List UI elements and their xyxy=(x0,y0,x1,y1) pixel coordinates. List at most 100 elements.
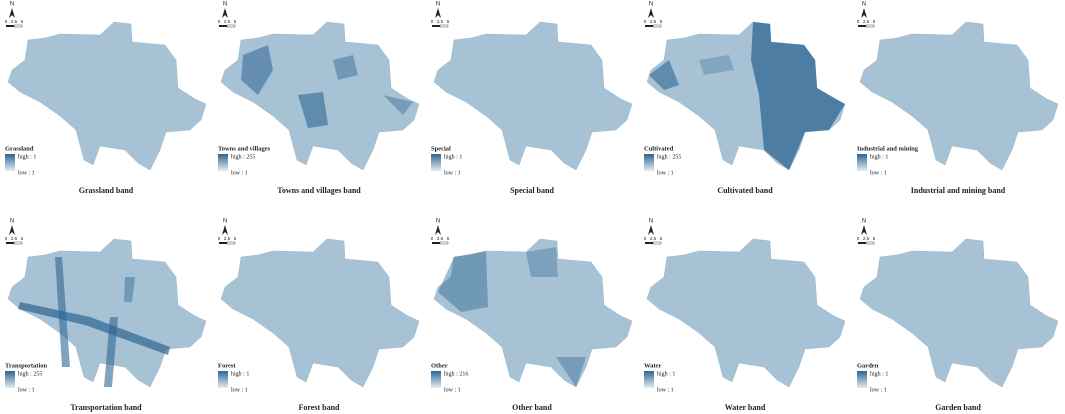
legend-ramp xyxy=(857,371,867,388)
legend-title: Forest xyxy=(218,362,236,369)
map-panel: N 0 2.5 5 Transportation high : 255 low : 1 Tra… xyxy=(5,219,207,412)
north-label: N xyxy=(862,219,866,225)
legend-low: low : 1 xyxy=(444,387,461,393)
caption: Cultivated band xyxy=(717,186,773,195)
legend-ramp xyxy=(644,154,654,171)
caption: Towns and villages band xyxy=(277,186,361,195)
legend-ramp xyxy=(644,371,654,388)
scale-bar xyxy=(6,25,14,27)
legend-high: high : 1 xyxy=(231,371,249,377)
scale-label: 5 xyxy=(873,19,876,24)
scale-bar xyxy=(652,24,662,28)
legend-title: Other xyxy=(431,362,448,369)
caption: Transportation band xyxy=(70,403,142,412)
scale-label: 5 xyxy=(660,236,663,241)
north-arrow xyxy=(9,8,15,18)
map-overlay xyxy=(699,55,734,75)
caption: Special band xyxy=(510,186,554,195)
scale-bar xyxy=(652,241,662,245)
legend-low: low : 1 xyxy=(444,170,461,176)
map-panel: N 0 2.5 5 Other high : 216 low : 1 Other band xyxy=(431,219,633,412)
legend-high: high : 1 xyxy=(444,154,462,160)
map-panel: N 0 2.5 5 Garden high : 1 low : 1 Garden band xyxy=(857,219,1059,412)
scale-label: 5 xyxy=(873,236,876,241)
map-area xyxy=(220,238,420,388)
scale-label: 2.5 xyxy=(863,19,870,24)
legend-high: high : 1 xyxy=(657,371,675,377)
legend-low: low : 1 xyxy=(870,170,887,176)
legend-ramp xyxy=(857,154,867,171)
scale-label: 0 xyxy=(431,236,434,241)
scale-bar xyxy=(645,242,653,244)
legend-low: low : 1 xyxy=(657,170,674,176)
north-label: N xyxy=(10,2,14,8)
scale-label: 0 xyxy=(857,19,860,24)
legend-ramp xyxy=(431,154,441,171)
legend-title: Towns and villages xyxy=(218,145,271,152)
caption: Water band xyxy=(725,403,766,412)
map-overlay xyxy=(751,22,845,170)
north-label: N xyxy=(10,219,14,225)
north-arrow xyxy=(648,225,654,235)
caption: Industrial and mining band xyxy=(911,186,1006,195)
legend-title: Water xyxy=(644,362,661,369)
legend-high: high : 255 xyxy=(657,154,681,160)
scale-bar xyxy=(858,242,866,244)
north-arrow xyxy=(861,225,867,235)
scale-label: 2.5 xyxy=(224,19,231,24)
caption: Other band xyxy=(512,403,552,412)
scale-label: 0 xyxy=(218,236,221,241)
scale-label: 0 xyxy=(644,19,647,24)
scale-label: 2.5 xyxy=(437,19,444,24)
legend-ramp xyxy=(431,371,441,388)
legend-ramp xyxy=(218,371,228,388)
map-overlay xyxy=(333,55,358,80)
legend-ramp xyxy=(218,154,228,171)
scale-label: 0 xyxy=(218,19,221,24)
scale-label: 0 xyxy=(857,236,860,241)
scale-label: 0 xyxy=(5,236,8,241)
scale-bar xyxy=(858,25,866,27)
scale-label: 2.5 xyxy=(437,236,444,241)
legend-ramp xyxy=(5,371,15,388)
map-area xyxy=(433,21,633,171)
map-overlay xyxy=(124,277,135,302)
scale-bar xyxy=(432,242,440,244)
legend-low: low : 1 xyxy=(657,387,674,393)
map-overlay xyxy=(298,92,328,128)
scale-label: 5 xyxy=(234,236,237,241)
scale-bar xyxy=(226,241,236,245)
map-overlay xyxy=(438,251,488,312)
legend-ramp xyxy=(5,154,15,171)
legend-low: low : 1 xyxy=(231,387,248,393)
map-area xyxy=(859,21,1059,171)
map-overlay xyxy=(241,45,273,95)
map-panel: N 0 2.5 5 Towns and villages high : 255 low : … xyxy=(218,2,420,195)
map-overlay xyxy=(526,247,558,277)
north-arrow xyxy=(435,8,441,18)
scale-bar xyxy=(219,242,227,244)
legend-title: Special xyxy=(431,145,451,152)
north-arrow xyxy=(648,8,654,18)
legend-high: high : 255 xyxy=(231,154,255,160)
scale-label: 2.5 xyxy=(650,236,657,241)
scale-bar xyxy=(432,25,440,27)
scale-bar xyxy=(645,25,653,27)
north-arrow xyxy=(222,8,228,18)
caption: Grassland band xyxy=(79,186,134,195)
scale-bar xyxy=(219,25,227,27)
scale-bar xyxy=(6,242,14,244)
map-panel: N 0 2.5 5 Grassland high : 1 low : 1 Grassland … xyxy=(5,2,207,195)
scale-bar xyxy=(226,24,236,28)
legend-high: high : 1 xyxy=(18,154,36,160)
map-overlay xyxy=(556,357,586,387)
scale-bar xyxy=(865,241,875,245)
scale-label: 5 xyxy=(21,19,24,24)
legend-title: Garden xyxy=(857,362,879,369)
caption: Forest band xyxy=(299,403,341,412)
north-label: N xyxy=(649,2,653,8)
north-arrow xyxy=(435,225,441,235)
map-area xyxy=(433,238,633,388)
scale-bar xyxy=(439,24,449,28)
